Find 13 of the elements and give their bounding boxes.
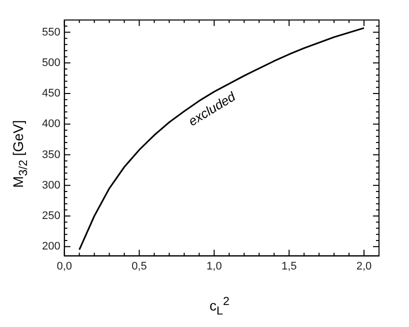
- x-tick-label: 1,5: [281, 260, 297, 272]
- x-tick-label: 0,5: [132, 260, 147, 272]
- y-tick-label: 500: [42, 56, 60, 69]
- y-tick-label: 300: [42, 179, 60, 192]
- y-tick-label: 200: [42, 240, 60, 253]
- y-tick-label: 250: [42, 210, 60, 222]
- x-tick-label: 0,0: [56, 260, 72, 272]
- y-tick-label: 550: [42, 26, 60, 38]
- y-tick-label: 400: [42, 118, 60, 130]
- y-tick-label: 450: [42, 88, 60, 100]
- x-tick-label: 2,0: [356, 260, 372, 272]
- y-tick-label: 350: [42, 148, 60, 161]
- x-tick-label: 1,0: [206, 260, 222, 272]
